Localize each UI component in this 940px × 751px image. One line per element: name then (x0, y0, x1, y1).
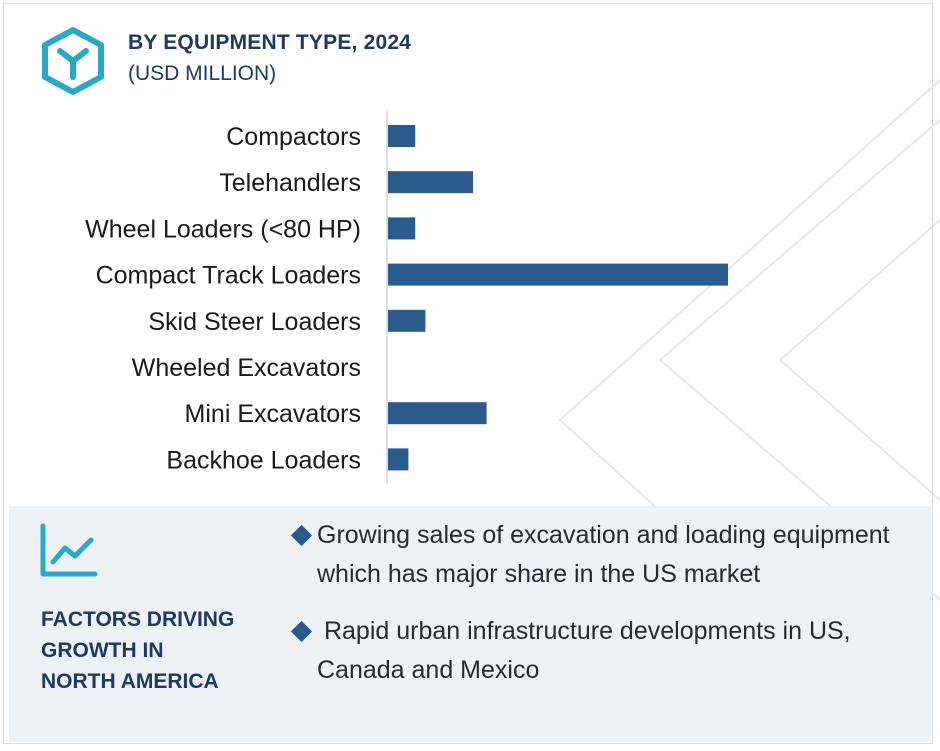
category-label: Wheel Loaders (<80 HP) (85, 215, 361, 243)
factors-panel: FACTORS DRIVING GROWTH IN NORTH AMERICA … (9, 506, 931, 742)
diamond-bullet-icon (290, 620, 313, 643)
line-chart-trend-icon (40, 523, 98, 577)
category-label: Wheeled Excavators (132, 354, 361, 382)
category-label: Compact Track Loaders (96, 262, 361, 290)
chart-subtitle: (USD MILLION) (128, 62, 277, 85)
factors-title-line: NORTH AMERICA (41, 670, 219, 693)
factors-bullet-list: Growing sales of excavation and loading … (285, 516, 905, 708)
bar (388, 217, 416, 240)
factors-title-line: GROWTH IN (41, 639, 164, 662)
bar (388, 402, 487, 425)
category-label: Compactors (226, 123, 361, 151)
bar (388, 263, 728, 286)
bar (388, 125, 416, 147)
factor-bullet: Rapid urban infrastructure developments … (285, 612, 905, 690)
factor-bullet-text: Rapid urban infrastructure developments … (317, 617, 858, 684)
equipment-bar-chart: Compactors Telehandlers Wheel Loaders (<80… (85, 110, 728, 485)
hexagon-y-logo-icon (42, 27, 104, 95)
factor-bullet-text: Growing sales of excavation and loading … (317, 521, 890, 588)
chart-title: BY EQUIPMENT TYPE, 2024 (128, 31, 412, 54)
bar (388, 448, 409, 471)
category-label: Backhoe Loaders (166, 446, 361, 474)
factors-title: FACTORS DRIVING GROWTH IN NORTH AMERICA (41, 604, 261, 697)
category-label: Mini Excavators (185, 400, 361, 428)
factors-title-line: FACTORS DRIVING (41, 608, 235, 631)
bar (388, 171, 473, 194)
diamond-bullet-icon (290, 524, 313, 547)
category-label: Telehandlers (219, 169, 361, 197)
category-label: Skid Steer Loaders (148, 308, 361, 336)
bar (388, 309, 426, 332)
factor-bullet: Growing sales of excavation and loading … (285, 516, 905, 594)
